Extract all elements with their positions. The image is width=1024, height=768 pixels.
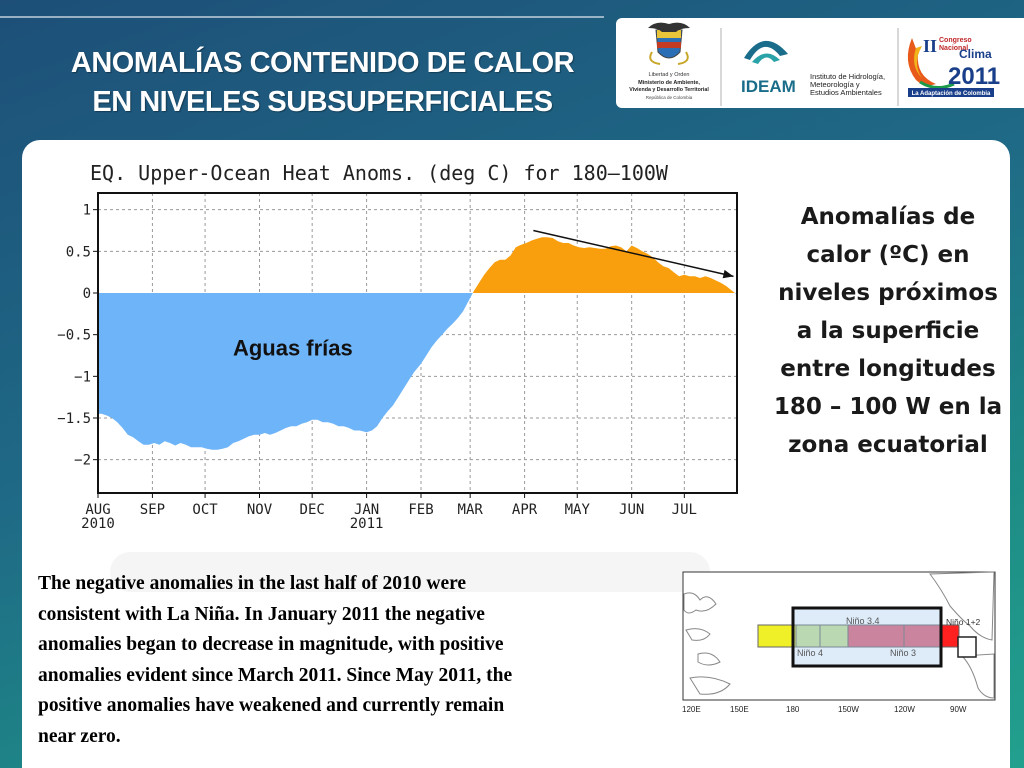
x-tick-label: JAN — [354, 502, 379, 518]
congreso-numeral: II — [923, 36, 937, 56]
trend-arrow-head — [722, 269, 734, 279]
y-tick-label: −2 — [74, 453, 91, 469]
coastline-south-america — [960, 653, 995, 699]
x-tick-label: MAY — [565, 502, 591, 518]
cold-water-annotation: Aguas frías — [233, 336, 353, 361]
congreso-year: 2011 — [948, 63, 1000, 90]
slide-title-line-1: ANOMALÍAS CONTENIDO DE CALOR — [70, 47, 575, 79]
ministry-line-2: Ministerio de Ambiente, — [638, 80, 700, 86]
side-note-line: 180 – 100 W en la — [773, 394, 1003, 420]
region-label-nino12: Niño 1+2 — [946, 617, 981, 627]
description-text: The negative anomalies in the last half … — [38, 569, 678, 752]
side-note-line: entre longitudes — [780, 356, 996, 382]
header-rule — [0, 16, 604, 18]
congreso-clima-icon — [907, 38, 955, 89]
study-region-box — [791, 606, 943, 668]
plot-frame — [97, 192, 738, 494]
description-line: positive anomalies have weakened and cur… — [38, 695, 505, 716]
side-note-line: niveles próximos — [778, 280, 998, 306]
x-tick-label: OCT — [192, 502, 218, 518]
y-tick-label: −0.5 — [57, 328, 91, 344]
x-tick-label: SEP — [140, 502, 165, 518]
y-tick-label: −1.5 — [57, 411, 91, 427]
x-tick-label: DEC — [300, 502, 325, 518]
y-tick-label: 0 — [83, 286, 91, 302]
lon-label: 150W — [838, 705, 859, 714]
region-label-nino34: Niño 3.4 — [846, 616, 880, 626]
side-note-line: calor (ºC) en — [806, 242, 970, 268]
description-line: anomalies began to decrease in magnitude… — [38, 634, 504, 655]
ministry-line-4: República de Colombia — [646, 95, 693, 100]
chart-trend — [533, 229, 734, 279]
y-tick-label: −1 — [74, 369, 91, 385]
empty-box — [957, 636, 977, 658]
lon-label: 90W — [950, 705, 967, 714]
ideam-name: IDEAM — [741, 77, 796, 96]
chart-axes — [97, 192, 738, 494]
nino12-box — [940, 624, 960, 648]
congreso-banner-text: La Adaptación de Colombia — [912, 91, 991, 97]
slide-title-line-2: EN NIVELES SUBSUPERFICIALES — [92, 86, 553, 118]
x-tick-label: MAR — [458, 502, 484, 518]
lon-label: 120E — [682, 705, 701, 714]
side-note-line: Anomalías de — [800, 204, 976, 230]
slide-title: ANOMALÍAS CONTENIDO DE CALOR EN NIVELES … — [40, 44, 605, 122]
year-label: 2011 — [350, 516, 384, 532]
congreso-line-1: Congreso — [939, 37, 972, 44]
heat-anomaly-chart: EQ. Upper-Ocean Heat Anoms. (deg C) for … — [57, 161, 738, 532]
region-label-nino3: Niño 3 — [890, 648, 916, 658]
chart-ticks: 1 0.5 0 −0.5 −1 −1.5 −2 AUG SEP OCT NOV DEC JAN FEB MA… — [57, 203, 697, 532]
x-tick-label: NOV — [247, 502, 273, 518]
congreso-banner — [908, 88, 994, 97]
x-tick-label: JUL — [672, 502, 697, 518]
logo-divider — [720, 28, 722, 106]
description-line: near zero. — [38, 725, 121, 747]
coat-of-arms-icon — [648, 22, 690, 65]
logo-divider — [897, 28, 899, 106]
side-note-line: a la superficie — [796, 318, 980, 344]
coastline-americas — [929, 571, 995, 641]
coastline-australia — [689, 676, 731, 695]
year-label: 2010 — [81, 516, 115, 532]
positive-anomaly-area — [472, 237, 735, 293]
coastline-asia — [683, 592, 717, 614]
ideam-subtitle-2: Meteorología y — [810, 80, 860, 89]
nino-regions-map: Niño 3.4 Niño 4 Niño 3 Niño 1+2 120E 150… — [682, 571, 996, 714]
west-pacific-box — [757, 624, 797, 648]
logos-svg: Libertad y Orden Ministerio de Ambiente,… — [629, 22, 1000, 100]
ministry-line-1: Libertad y Orden — [649, 72, 690, 78]
ideam-eye-icon — [744, 40, 788, 64]
negative-anomaly-area — [98, 293, 473, 450]
chart-title: EQ. Upper-Ocean Heat Anoms. (deg C) for … — [90, 161, 669, 185]
region-label-nino4: Niño 4 — [797, 648, 823, 658]
ministry-line-3: Vivienda y Desarrollo Territorial — [629, 87, 709, 93]
side-note-line: zona ecuatorial — [788, 432, 988, 458]
background-watermark — [110, 552, 710, 592]
y-tick-label: 1 — [83, 203, 91, 219]
ideam-subtitle-1: Instituto de Hidrología, — [810, 72, 885, 81]
description-line: anomalies evident since March 2011. Sinc… — [38, 664, 513, 686]
ideam-subtitle-3: Estudios Ambientales — [810, 88, 882, 97]
logo-panel: Libertad y Orden Ministerio de Ambiente,… — [616, 18, 1024, 108]
lon-label: 120W — [894, 705, 915, 714]
x-tick-label: APR — [512, 502, 538, 518]
side-note: Anomalías de calor (ºC) en niveles próxi… — [768, 198, 1008, 464]
trend-arrow-line — [533, 229, 734, 278]
lon-label: 150E — [730, 705, 749, 714]
congreso-line-2: Nacional — [939, 45, 968, 52]
description-line: consistent with La Niña. In January 2011… — [38, 603, 485, 625]
x-tick-label: FEB — [408, 502, 433, 518]
lon-label: 180 — [786, 705, 800, 714]
congreso-line-3: Clima — [959, 47, 992, 61]
coastline-indonesia — [685, 628, 721, 666]
x-tick-label: JUN — [619, 502, 644, 518]
x-tick-label: AUG — [85, 502, 110, 518]
y-tick-label: 0.5 — [66, 244, 91, 260]
chart-areas — [98, 237, 737, 450]
description-line: The negative anomalies in the last half … — [38, 573, 467, 594]
